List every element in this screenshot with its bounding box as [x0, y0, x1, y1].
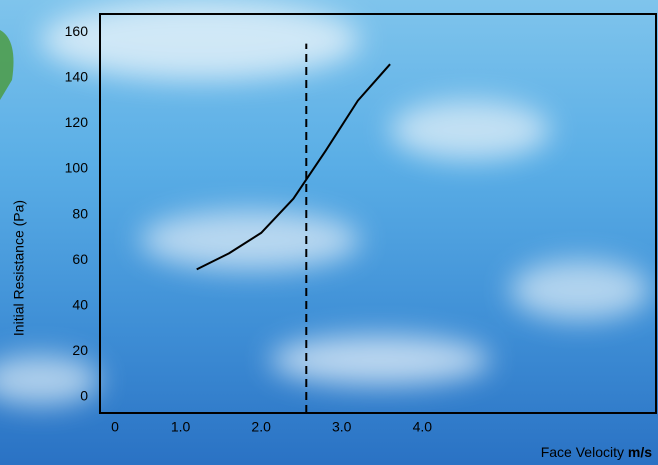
x-label-unit: m/s [628, 444, 652, 460]
x-tick-label: 3.0 [332, 419, 352, 435]
y-axis-label: Initial Resistance (Pa) [11, 200, 27, 336]
x-tick-label: 4.0 [413, 419, 433, 435]
y-tick-label: 80 [72, 205, 88, 221]
y-tick-label: 160 [65, 23, 89, 39]
plot-frame [99, 13, 657, 414]
x-tick-label: 2.0 [251, 419, 271, 435]
leaf [0, 30, 14, 100]
y-tick-label: 100 [65, 160, 89, 176]
y-tick-label: 20 [72, 342, 88, 358]
y-tick-label: 120 [65, 114, 89, 130]
x-label-text: Face Velocity [541, 444, 624, 460]
y-tick-label: 0 [80, 388, 88, 404]
x-tick-label: 1.0 [171, 419, 191, 435]
y-tick-label: 140 [65, 69, 89, 85]
x-tick-label: 0 [111, 419, 119, 435]
clouds [0, 0, 650, 405]
series-line [196, 63, 391, 271]
y-tick-label: 60 [72, 251, 88, 267]
y-tick-label: 40 [72, 297, 88, 313]
x-axis-label: Face Velocity m/s [541, 444, 652, 460]
